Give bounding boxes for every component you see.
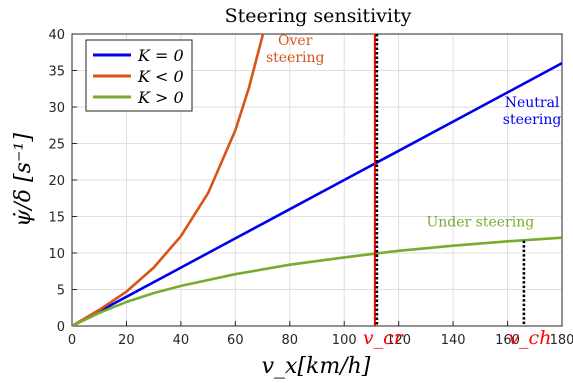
y-tick-label: 30 — [48, 101, 65, 116]
legend-label-k-zero: K = 0 — [137, 46, 184, 65]
x-tick-label: 0 — [68, 333, 76, 348]
y-tick-label: 10 — [48, 247, 65, 262]
series-k-negative — [72, 34, 265, 326]
chart-title: Steering sensitivity — [225, 5, 412, 27]
y-tick-label: 25 — [48, 138, 65, 153]
x-tick-label: 60 — [227, 333, 244, 348]
y-tick-label: 40 — [48, 28, 65, 43]
over-steering-label: Over steering — [266, 33, 325, 66]
legend-label-k-negative: K < 0 — [137, 67, 184, 86]
x-axis-label: v_x[km/h] — [262, 354, 371, 379]
neutral-steering-label: Neutral steering — [503, 95, 562, 128]
legend-label-k-positive: K > 0 — [137, 88, 184, 107]
v-cr-label: v_cr — [363, 327, 405, 349]
vertical-markers: v_cr v_ch — [363, 34, 551, 349]
x-tick-label: 100 — [332, 333, 357, 348]
x-tick-label: 160 — [495, 333, 520, 348]
y-tick-label: 15 — [48, 211, 65, 226]
x-tick-label: 80 — [282, 333, 299, 348]
series-k-positive — [72, 236, 562, 326]
series-lines — [72, 34, 562, 326]
annotations: Over steering Neutral steering Under steerin… — [266, 33, 561, 231]
y-tick-label: 0 — [57, 320, 65, 335]
axis-ticks: 0 20 40 60 80 100 120 140 160 180 0 5 10 15 20 25 30 35 40 — [48, 28, 573, 348]
x-tick-label: 120 — [386, 333, 411, 348]
y-tick-label: 5 — [57, 284, 65, 299]
series-k-zero — [72, 62, 562, 326]
x-tick-label: 140 — [441, 333, 466, 348]
y-tick-label: 35 — [48, 65, 65, 80]
under-steering-label: Under steering — [426, 215, 534, 231]
y-tick-label: 20 — [48, 174, 65, 189]
y-axis-label: ψ̇/δ [s⁻¹] — [11, 133, 36, 227]
v-ch-label: v_ch — [508, 327, 551, 349]
x-tick-label: 40 — [173, 333, 190, 348]
x-tick-label: 180 — [550, 333, 573, 348]
x-tick-label: 20 — [118, 333, 135, 348]
legend: K = 0 K < 0 K > 0 — [85, 39, 193, 112]
